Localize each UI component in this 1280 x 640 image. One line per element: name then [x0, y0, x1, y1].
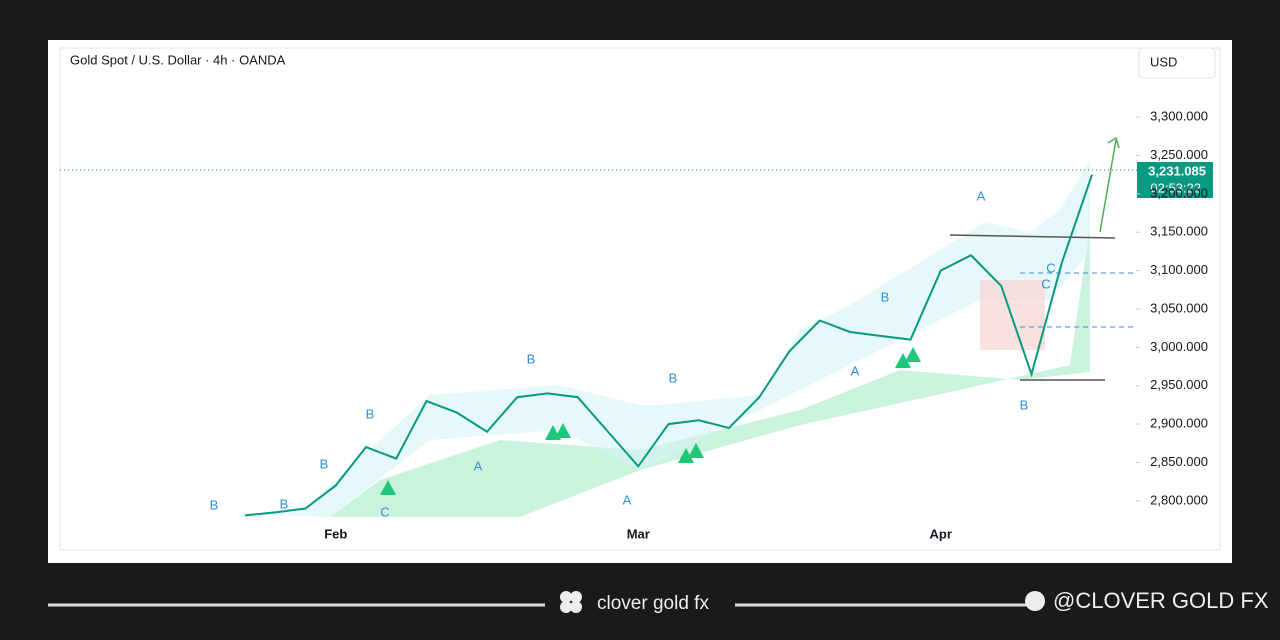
countdown: 02:53:22 [1150, 180, 1201, 195]
x-tick-label: Mar [627, 526, 650, 541]
y-tick-label: 3,000.000 [1150, 339, 1208, 354]
x-tick-label: Feb [324, 526, 347, 541]
wave-label: B [527, 351, 536, 366]
brand: clover gold fx [597, 593, 709, 614]
facebook-icon [1025, 591, 1045, 611]
wave-label: B [210, 497, 219, 512]
wave-label: C [1046, 260, 1055, 275]
wave-label: B [320, 456, 329, 471]
y-tick-label: 3,250.000 [1150, 147, 1208, 162]
arrow [1099, 136, 1120, 233]
y-tick-label: 3,100.000 [1150, 262, 1208, 277]
wave-label: B [881, 289, 890, 304]
y-tick-label: 3,300.000 [1150, 109, 1208, 124]
currency: USD [1150, 54, 1177, 69]
clover-icon [560, 591, 582, 613]
wave-label: A [474, 458, 483, 473]
wave-label: B [1020, 397, 1029, 412]
y-tick-label: 3,050.000 [1150, 300, 1208, 315]
y-tick-label: 2,950.000 [1150, 377, 1208, 392]
band [245, 160, 1090, 517]
zone [980, 280, 1045, 350]
price-label: 3,231.085 [1148, 163, 1206, 178]
currency-button[interactable] [1138, 47, 1216, 79]
wave-label: B [669, 370, 678, 385]
y-tick-label: 2,850.000 [1150, 454, 1208, 469]
wave-label: C [1041, 276, 1050, 291]
chart-panel [48, 40, 1232, 563]
cloud [330, 225, 1090, 517]
wave-label: C [380, 504, 389, 519]
y-tick-label: 2,900.000 [1150, 416, 1208, 431]
y-tick-label: 3,200.000 [1150, 185, 1208, 200]
price-box [1137, 162, 1213, 198]
wave-label: B [366, 406, 375, 421]
wave-label: B [280, 496, 289, 511]
panel-border [59, 47, 1221, 551]
wave-label: A [623, 492, 632, 507]
price-line-series [244, 174, 1093, 517]
wave-label: A [977, 188, 986, 203]
handle: @CLOVER GOLD FX [1053, 588, 1269, 613]
resistance-line [949, 234, 1116, 239]
y-tick-label: 2,800.000 [1150, 492, 1208, 507]
wave-label: A [851, 363, 860, 378]
chart-title: Gold Spot / U.S. Dollar · 4h · OANDA [70, 52, 286, 67]
y-tick-label: 3,150.000 [1150, 224, 1208, 239]
x-tick-label: Apr [930, 526, 952, 541]
signals [380, 347, 921, 495]
